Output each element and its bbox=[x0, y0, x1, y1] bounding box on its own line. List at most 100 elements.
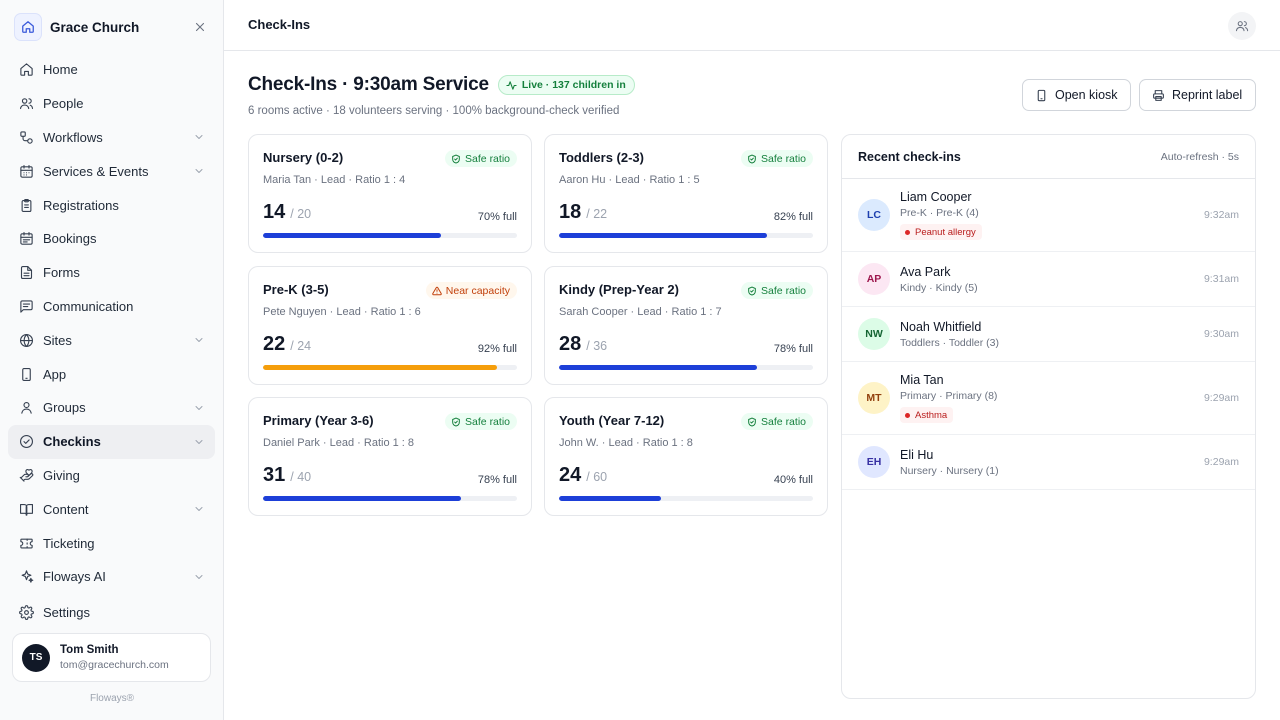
room-card[interactable]: Kindy (Prep-Year 2) Safe ratio Sarah Coope… bbox=[544, 266, 828, 385]
capacity-bar-fill bbox=[559, 365, 758, 370]
sparkles-icon bbox=[18, 569, 34, 585]
room-card[interactable]: Toddlers (2-3) Safe ratio Aaron Hu · Lead … bbox=[544, 134, 828, 253]
allergy-tag-label: Peanut allergy bbox=[915, 226, 976, 238]
workflow-icon bbox=[18, 129, 34, 145]
avatar: LC bbox=[858, 199, 890, 231]
sidebar-settings-wrap: Settings bbox=[8, 596, 215, 630]
people-icon bbox=[18, 96, 34, 112]
sidebar-item-people[interactable]: People bbox=[8, 87, 215, 121]
room-percent: 78% full bbox=[477, 474, 517, 486]
printer-icon bbox=[1153, 89, 1164, 101]
globe-icon bbox=[18, 332, 34, 348]
sidebar-item-label: Checkins bbox=[43, 434, 101, 450]
room-lead: Aaron Hu · Lead · Ratio 1 : 5 bbox=[559, 174, 700, 186]
capacity-bar-fill bbox=[263, 496, 462, 501]
open-kiosk-button[interactable]: Open kiosk bbox=[1022, 79, 1131, 111]
user-group-icon bbox=[18, 400, 34, 416]
room-count: 22 / 24 bbox=[263, 333, 311, 356]
room-checked-in: 24 bbox=[559, 464, 582, 486]
user-email: tom@gracechurch.com bbox=[60, 659, 169, 671]
sidebar-item-giving[interactable]: Giving bbox=[8, 459, 215, 493]
chevron-down-icon[interactable] bbox=[193, 131, 205, 143]
sidebar-item-home[interactable]: Home bbox=[8, 53, 215, 87]
sidebar-item-content[interactable]: Content bbox=[8, 492, 215, 526]
checkin-info: Eli Hu Nursery · Nursery (1) bbox=[900, 448, 999, 477]
list-item[interactable]: NW Noah Whitfield Toddlers · Toddler (3) 9:… bbox=[842, 307, 1255, 362]
room-capacity: / 20 bbox=[290, 207, 312, 221]
sidebar-item-settings[interactable]: Settings bbox=[8, 596, 215, 630]
sidebar-item-communication[interactable]: Communication bbox=[8, 290, 215, 324]
sidebar-item-groups[interactable]: Groups bbox=[8, 391, 215, 425]
sidebar-item-label: Workflows bbox=[43, 129, 103, 145]
child-room: Nursery · Nursery (1) bbox=[900, 464, 999, 477]
sidebar-item-floways-ai[interactable]: Floways AI bbox=[8, 560, 215, 594]
room-name: Toddlers (2-3) bbox=[559, 150, 644, 165]
sidebar-item-label: Content bbox=[43, 501, 89, 517]
sidebar-item-sites[interactable]: Sites bbox=[8, 323, 215, 357]
allergy-tag: Peanut allergy bbox=[900, 224, 982, 240]
sidebar-item-checkins[interactable]: Checkins bbox=[8, 424, 215, 459]
message-icon bbox=[18, 298, 34, 314]
chevron-down-icon[interactable] bbox=[193, 436, 205, 448]
checkin-info: Liam Cooper Pre-K · Pre-K (4) Peanut aller… bbox=[900, 190, 982, 240]
list-item[interactable]: LC Liam Cooper Pre-K · Pre-K (4) Peanut all… bbox=[842, 179, 1255, 252]
room-card[interactable]: Nursery (0-2) Safe ratio Maria Tan · Lead … bbox=[248, 134, 532, 253]
recent-header: Recent check-ins Auto-refresh · 5s bbox=[842, 135, 1255, 179]
list-item[interactable]: EH Eli Hu Nursery · Nursery (1) 9:29am bbox=[842, 435, 1255, 490]
book-icon bbox=[18, 501, 34, 517]
room-card[interactable]: Youth (Year 7-12) Safe ratio John W. · Lea… bbox=[544, 397, 828, 516]
sidebar-nav: Home People Workflows Services & Events Regi… bbox=[8, 53, 215, 594]
room-count: 24 / 60 bbox=[559, 464, 607, 487]
sidebar-item-label: Giving bbox=[43, 467, 80, 483]
chevron-down-icon[interactable] bbox=[193, 334, 205, 346]
capacity-bar bbox=[559, 496, 813, 501]
chevron-down-icon[interactable] bbox=[193, 165, 205, 177]
page-subtitle: 6 rooms active · 18 volunteers serving ·… bbox=[248, 105, 620, 117]
room-lead: Pete Nguyen · Lead · Ratio 1 : 6 bbox=[263, 306, 421, 318]
room-lead: Daniel Park · Lead · Ratio 1 : 8 bbox=[263, 437, 415, 449]
sidebar-item-label: Floways AI bbox=[43, 569, 106, 585]
sidebar-item-services-events[interactable]: Services & Events bbox=[8, 154, 215, 188]
status-badge-label: Safe ratio bbox=[761, 152, 806, 165]
child-room: Kindy · Kindy (5) bbox=[900, 281, 978, 294]
sidebar-item-label: Bookings bbox=[43, 231, 97, 247]
user-card[interactable]: TS Tom Smith tom@gracechurch.com bbox=[12, 633, 211, 682]
page-title-row: Check-Ins · 9:30am Service Live · 137 ch… bbox=[248, 74, 635, 96]
capacity-bar-fill bbox=[263, 233, 441, 238]
sidebar-item-forms[interactable]: Forms bbox=[8, 256, 215, 290]
users-icon[interactable] bbox=[1228, 12, 1256, 40]
sidebar-item-label: Communication bbox=[43, 298, 134, 314]
chevron-down-icon[interactable] bbox=[193, 402, 205, 414]
avatar: NW bbox=[858, 318, 890, 350]
list-item[interactable]: AP Ava Park Kindy · Kindy (5) 9:31am bbox=[842, 252, 1255, 307]
topbar-title: Check-Ins bbox=[248, 17, 311, 32]
sidebar-item-label: Settings bbox=[43, 605, 90, 621]
room-checked-in: 28 bbox=[559, 333, 582, 355]
avatar: MT bbox=[858, 382, 890, 414]
topbar: Check-Ins bbox=[224, 0, 1280, 51]
chevron-down-icon[interactable] bbox=[193, 571, 205, 583]
avatar: EH bbox=[858, 446, 890, 478]
list-item[interactable]: MT Mia Tan Primary · Primary (8) Asthma 9:29… bbox=[842, 362, 1255, 435]
checkin-info: Mia Tan Primary · Primary (8) Asthma bbox=[900, 373, 997, 423]
chevron-down-icon[interactable] bbox=[193, 503, 205, 515]
sidebar-item-workflows[interactable]: Workflows bbox=[8, 121, 215, 155]
room-card[interactable]: Primary (Year 3-6) Safe ratio Daniel Park … bbox=[248, 397, 532, 516]
capacity-bar bbox=[263, 496, 517, 501]
sidebar-item-bookings[interactable]: Bookings bbox=[8, 222, 215, 256]
church-home-icon[interactable] bbox=[14, 13, 42, 41]
room-card[interactable]: Pre-K (3-5) Near capacity Pete Nguyen · Le… bbox=[248, 266, 532, 385]
sidebar-item-registrations[interactable]: Registrations bbox=[8, 188, 215, 222]
sidebar-item-ticketing[interactable]: Ticketing bbox=[8, 526, 215, 560]
room-lead: Maria Tan · Lead · Ratio 1 : 4 bbox=[263, 174, 406, 186]
home-icon bbox=[18, 62, 34, 78]
sidebar-item-app[interactable]: App bbox=[8, 357, 215, 391]
close-icon[interactable] bbox=[190, 17, 210, 37]
sidebar-item-label: People bbox=[43, 96, 84, 112]
capacity-bar bbox=[263, 365, 517, 370]
child-name: Liam Cooper bbox=[900, 190, 972, 204]
live-badge-label: Live · 137 children in bbox=[521, 79, 626, 91]
room-percent: 82% full bbox=[773, 211, 813, 223]
status-badge-label: Near capacity bbox=[445, 284, 510, 297]
reprint-label-button[interactable]: Reprint label bbox=[1139, 79, 1256, 111]
